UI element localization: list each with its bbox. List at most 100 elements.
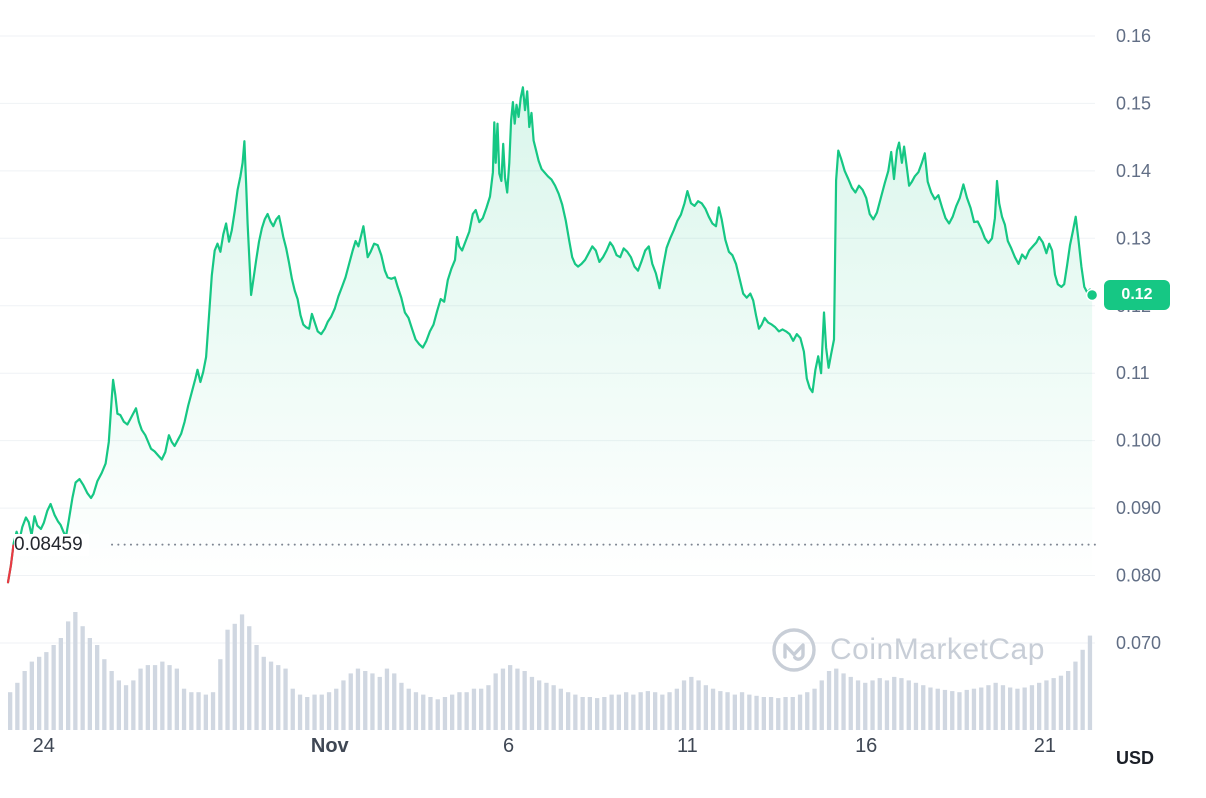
volume-bar: [761, 697, 766, 730]
volume-bar: [580, 697, 585, 730]
volume-bar: [421, 694, 426, 730]
currency-unit-label: USD: [1116, 748, 1155, 768]
x-tick-label: 11: [677, 735, 698, 757]
price-line: [6, 86, 1094, 584]
volume-bar: [181, 688, 187, 730]
volume-bar: [1008, 687, 1013, 730]
volume-bar: [450, 694, 455, 730]
volume-bar: [689, 676, 694, 730]
volume-bar: [768, 697, 774, 730]
volume-bar: [783, 697, 788, 730]
volume-bar: [1058, 675, 1064, 730]
x-tick-label: 6: [503, 735, 514, 757]
x-tick-label: Nov: [311, 735, 350, 757]
current-price-badge: 0.12: [1104, 280, 1170, 310]
volume-bar: [203, 694, 208, 730]
volume-bar: [703, 685, 708, 730]
volume-bar: [573, 694, 578, 730]
volume-bar: [566, 692, 571, 730]
volume-bar: [384, 668, 390, 730]
volume-bar: [254, 645, 259, 730]
volume-bar: [979, 687, 984, 730]
volume-bar: [319, 694, 324, 730]
price-area: [8, 87, 1093, 651]
volume-bar: [942, 689, 948, 730]
y-tick-label: 0.16: [1116, 26, 1151, 46]
volume-bar: [921, 685, 926, 730]
volume-bar: [551, 685, 556, 730]
volume-bar: [660, 694, 665, 730]
volume-bar: [210, 692, 216, 730]
volume-bar: [305, 697, 310, 730]
volume-bar: [261, 656, 266, 730]
volume-bar: [674, 688, 679, 730]
volume-bar: [247, 626, 252, 730]
volume-bar: [631, 694, 636, 730]
volume-bar: [522, 671, 527, 730]
volume-bar: [464, 692, 469, 730]
volume-bar: [116, 680, 121, 730]
volume-bar: [667, 692, 672, 730]
volume-bar: [739, 692, 745, 730]
volume-bar: [732, 694, 737, 730]
volume-bar: [95, 645, 100, 730]
volume-bar: [653, 692, 658, 730]
volume-bar: [1080, 649, 1085, 730]
watermark-text: CoinMarketCap: [830, 633, 1045, 666]
volume-bar: [826, 671, 832, 730]
volume-bar: [457, 692, 462, 730]
volume-bar: [334, 688, 339, 730]
volume-bar: [435, 699, 440, 730]
volume-bar: [899, 678, 904, 730]
volume-bar: [537, 680, 542, 730]
volume-bar: [58, 638, 63, 730]
volume-bar: [986, 685, 991, 730]
volume-bar: [848, 676, 853, 730]
volume-bar: [587, 697, 592, 730]
x-tick-label: 16: [855, 735, 877, 757]
volume-bar: [913, 682, 919, 730]
volume-bar: [935, 688, 940, 730]
volume-bar: [529, 676, 535, 730]
volume-bar: [312, 694, 317, 730]
volume-bar: [131, 680, 136, 730]
volume-bar: [928, 687, 933, 730]
y-tick-label: 0.070: [1116, 633, 1161, 653]
volume-bar: [73, 612, 78, 730]
volume-bar: [892, 676, 897, 730]
volume-bar: [1066, 671, 1071, 730]
volume-bar: [297, 694, 303, 730]
volume-bar: [348, 673, 353, 730]
volume-bar: [906, 680, 911, 730]
volume-bar: [399, 682, 404, 730]
last-price-dot: [1085, 288, 1099, 302]
volume-bar: [971, 688, 977, 730]
volume-bar: [616, 694, 621, 730]
volume-bar: [145, 665, 150, 730]
volume-bar: [805, 692, 810, 730]
volume-bar: [609, 694, 614, 730]
watermark: CoinMarketCap: [770, 626, 1045, 674]
volume-bar: [725, 692, 730, 730]
y-tick-label: 0.14: [1116, 161, 1151, 181]
volume-bar: [993, 682, 998, 730]
volume-bar: [276, 665, 281, 730]
volume-bar: [196, 692, 201, 730]
volume-bar: [710, 688, 716, 730]
volume-bar: [493, 673, 498, 730]
volume-bar: [957, 692, 962, 730]
volume-bar: [515, 668, 520, 730]
volume-bar: [812, 688, 817, 730]
volume-bar: [841, 673, 846, 730]
volume-bar: [747, 694, 752, 730]
volume-bar: [189, 692, 194, 730]
volume-bar: [160, 661, 165, 730]
y-tick-label: 0.090: [1116, 498, 1161, 518]
volume-bar: [29, 661, 34, 730]
y-tick-label: 0.13: [1116, 228, 1151, 248]
baseline-price-label: 0.08459: [14, 534, 89, 556]
volume-bar: [138, 668, 143, 730]
volume-bar: [37, 656, 42, 730]
volume-bar: [471, 688, 477, 730]
